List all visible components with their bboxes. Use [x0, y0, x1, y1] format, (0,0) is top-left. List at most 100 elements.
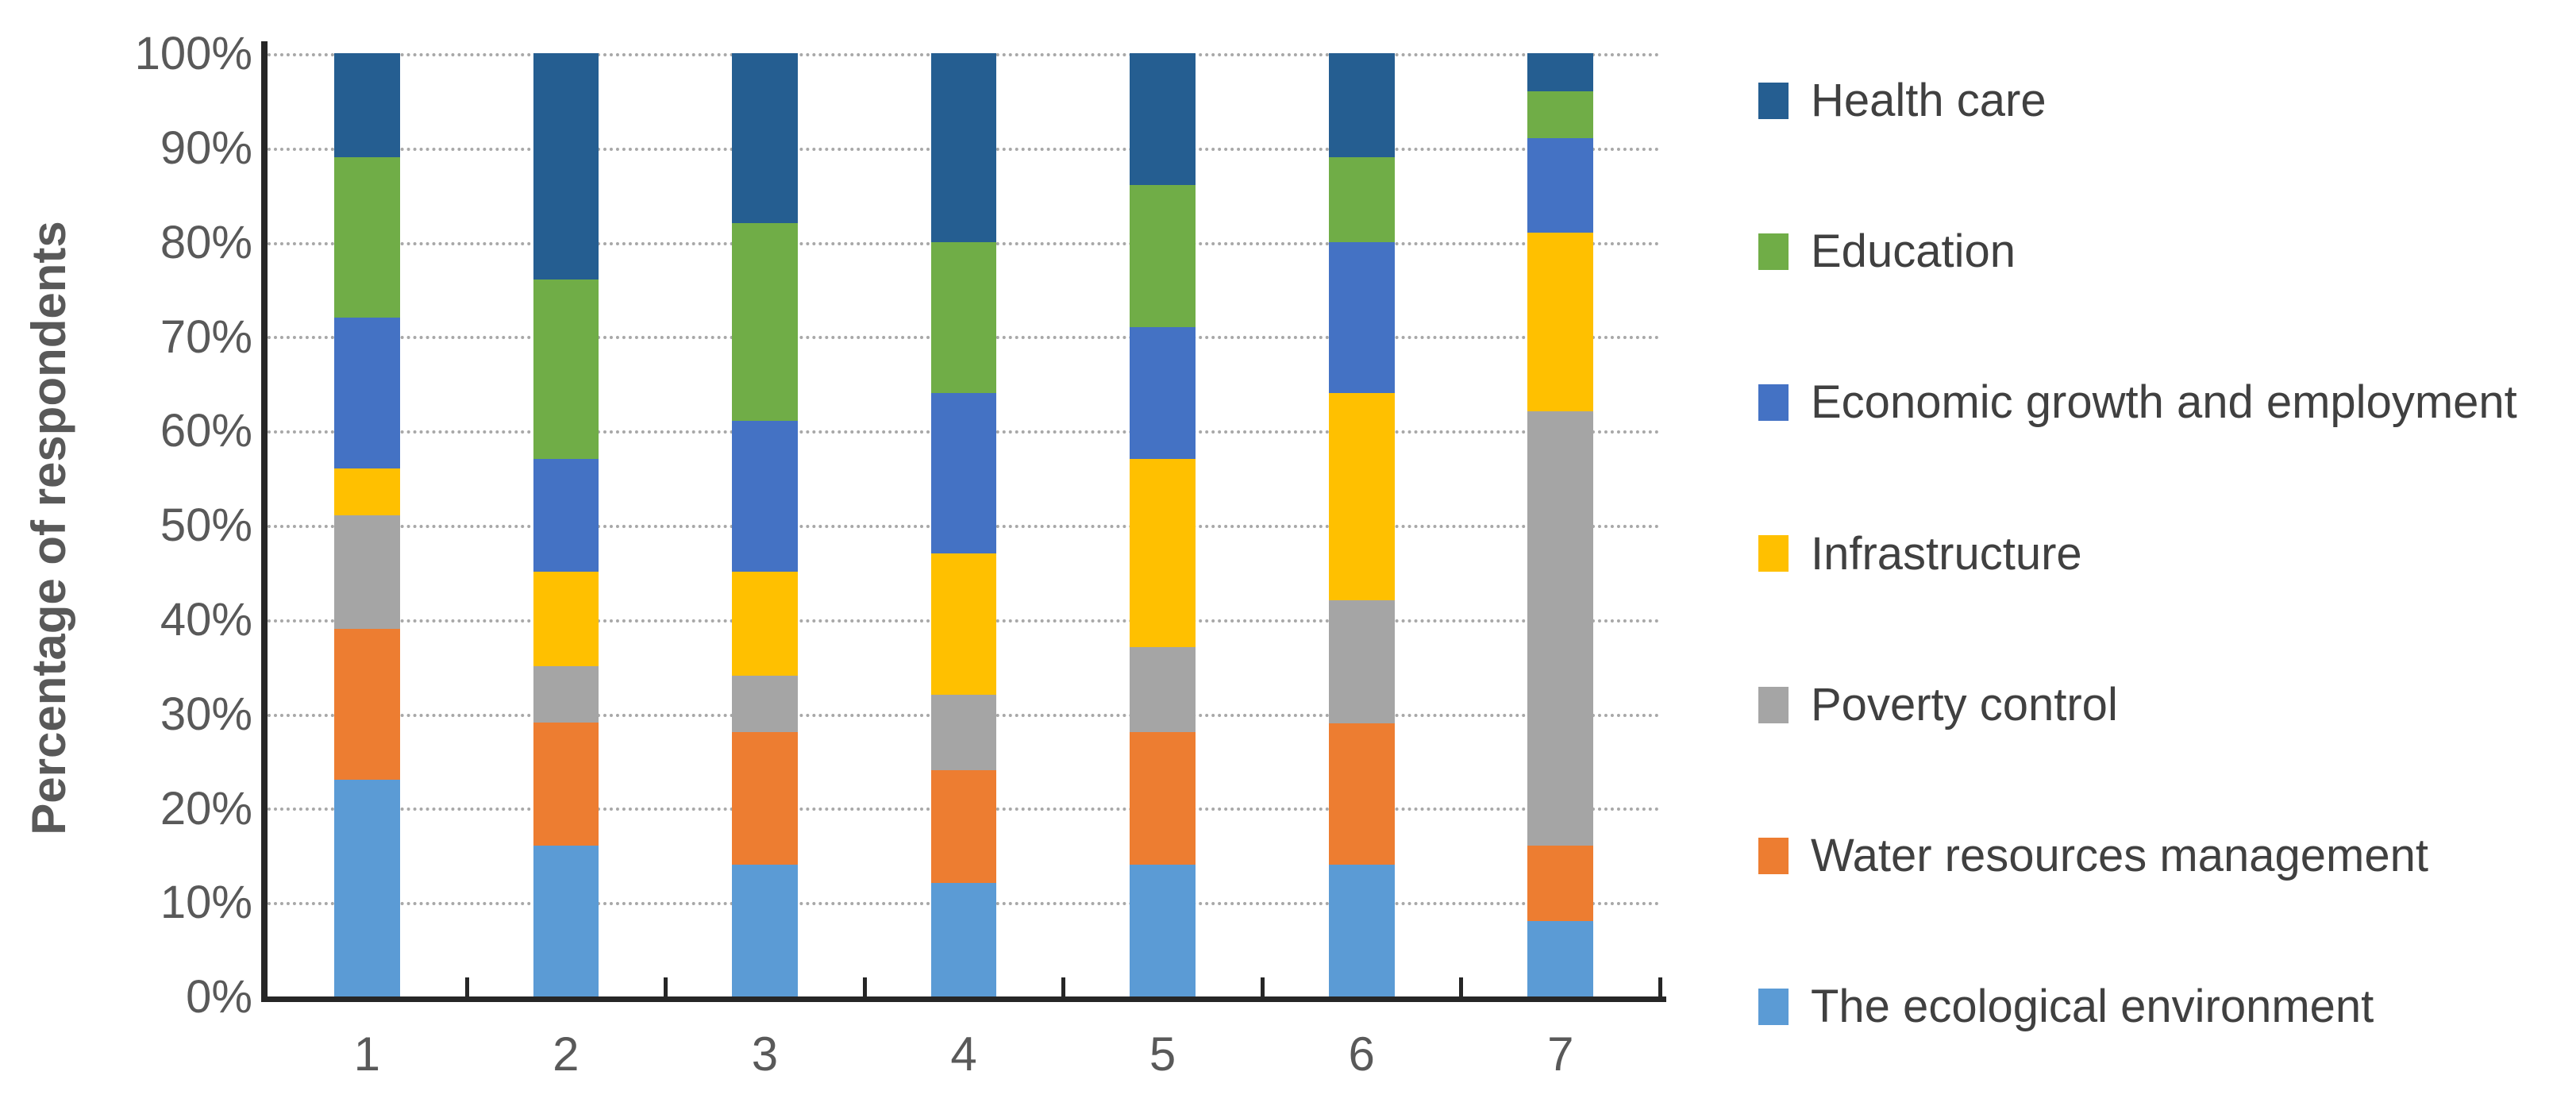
bar-3	[732, 53, 798, 996]
bar-3-segment-education	[732, 222, 798, 422]
y-tick-label-80: 80%	[160, 216, 252, 268]
legend-label: Economic growth and employment	[1811, 376, 2517, 429]
bar-1-segment-poverty-control	[333, 515, 400, 629]
bar-7-segment-poverty-control	[1527, 411, 1594, 846]
y-axis-line	[261, 41, 268, 1001]
legend-item-economic-growth-and-employment: Economic growth and employment	[1758, 377, 2564, 428]
bar-6-segment-poverty-control	[1328, 600, 1395, 723]
bar-slot-6	[1262, 53, 1461, 996]
bar-7-segment-education	[1527, 91, 1594, 138]
bar-4-segment-water-resources-management	[930, 769, 997, 884]
x-tick-4	[1061, 977, 1066, 996]
legend-label: Infrastructure	[1811, 527, 2082, 580]
bar-5-segment-water-resources-management	[1130, 732, 1196, 865]
bar-1-segment-economic-growth-and-employment	[333, 317, 400, 468]
x-tick-label-5: 5	[1149, 1027, 1176, 1081]
bar-4	[930, 53, 997, 996]
x-tick-3	[862, 977, 867, 996]
legend-item-health-care: Health care	[1758, 75, 2564, 126]
bar-6-segment-health-care	[1328, 53, 1395, 157]
legend-swatch-icon	[1758, 233, 1789, 271]
legend-swatch-icon	[1758, 837, 1789, 874]
bar-2-segment-water-resources-management	[533, 723, 599, 846]
bar-1-segment-health-care	[333, 53, 400, 157]
legend-item-the-ecological-environment: The ecological environment	[1758, 981, 2564, 1032]
bar-4-segment-poverty-control	[930, 694, 997, 770]
bar-7-segment-infrastructure	[1527, 232, 1594, 412]
bar-1	[333, 53, 400, 996]
y-tick-label-50: 50%	[160, 499, 252, 552]
bar-slot-2	[467, 53, 666, 996]
bar-6-segment-the-ecological-environment	[1328, 864, 1395, 996]
bar-2-segment-education	[533, 279, 599, 459]
bar-6-segment-infrastructure	[1328, 392, 1395, 601]
legend-swatch-icon	[1758, 686, 1789, 723]
x-tick-label-1: 1	[353, 1027, 380, 1081]
bar-4-segment-the-ecological-environment	[930, 883, 997, 996]
y-tick-label-0: 0%	[186, 971, 252, 1023]
bar-3-segment-economic-growth-and-employment	[732, 421, 798, 572]
bar-2	[533, 53, 599, 996]
legend-item-poverty-control: Poverty control	[1758, 678, 2564, 730]
y-tick-label-20: 20%	[160, 782, 252, 835]
legend-label: The ecological environment	[1811, 981, 2374, 1033]
bar-5-segment-education	[1130, 185, 1196, 327]
legend-swatch-icon	[1758, 82, 1789, 119]
legend-label: Water resources management	[1811, 829, 2428, 881]
x-tick-7	[1658, 977, 1662, 996]
bar-4-segment-economic-growth-and-employment	[930, 392, 997, 553]
bar-2-segment-economic-growth-and-employment	[533, 458, 599, 572]
y-tick-label-10: 10%	[160, 877, 252, 929]
bar-1-segment-infrastructure	[333, 468, 400, 516]
bars	[268, 53, 1660, 996]
legend-swatch-icon	[1758, 535, 1789, 572]
bar-1-segment-water-resources-management	[333, 628, 400, 780]
bar-slot-3	[665, 53, 864, 996]
bar-6	[1328, 53, 1395, 996]
bar-7	[1527, 53, 1594, 996]
x-tick-label-7: 7	[1547, 1027, 1574, 1081]
bar-5-segment-poverty-control	[1130, 647, 1196, 733]
x-tick-2	[664, 977, 668, 996]
bar-7-segment-water-resources-management	[1527, 845, 1594, 921]
legend-item-water-resources-management: Water resources management	[1758, 831, 2564, 881]
legend: Health care Education Economic growth and …	[1758, 75, 2564, 1032]
bar-slot-5	[1063, 53, 1262, 996]
bar-6-segment-education	[1328, 156, 1395, 242]
bar-3-segment-water-resources-management	[732, 732, 798, 865]
bar-6-segment-water-resources-management	[1328, 723, 1395, 865]
bar-4-segment-infrastructure	[930, 553, 997, 695]
bar-2-segment-infrastructure	[533, 572, 599, 667]
y-axis-tick-labels: 0% 10% 20% 30% 40% 50% 60% 70% 80% 90% 100%	[32, 31, 252, 1020]
legend-item-education: Education	[1758, 226, 2564, 277]
bar-2-segment-the-ecological-environment	[533, 845, 599, 996]
x-tick-label-3: 3	[751, 1027, 779, 1081]
x-tick-6	[1459, 977, 1464, 996]
bar-2-segment-health-care	[533, 53, 599, 280]
legend-label: Poverty control	[1811, 678, 2118, 730]
y-tick-label-60: 60%	[160, 405, 252, 457]
bar-5	[1130, 53, 1196, 996]
bar-slot-1	[268, 53, 467, 996]
legend-swatch-icon	[1758, 384, 1789, 422]
bar-1-segment-education	[333, 156, 400, 318]
bar-7-segment-health-care	[1527, 53, 1594, 91]
bar-7-segment-the-ecological-environment	[1527, 920, 1594, 996]
x-tick-label-2: 2	[553, 1027, 580, 1081]
y-tick-label-30: 30%	[160, 688, 252, 740]
bar-slot-4	[864, 53, 1064, 996]
legend-label: Education	[1811, 225, 2016, 278]
legend-swatch-icon	[1758, 989, 1789, 1026]
bar-2-segment-poverty-control	[533, 666, 599, 723]
bar-5-segment-the-ecological-environment	[1130, 864, 1196, 996]
y-tick-label-70: 70%	[160, 310, 252, 363]
plot-area	[268, 53, 1662, 996]
legend-label: Health care	[1811, 75, 2047, 126]
bar-3-segment-the-ecological-environment	[732, 864, 798, 996]
x-axis-line	[261, 996, 1666, 1002]
bar-6-segment-economic-growth-and-employment	[1328, 241, 1395, 393]
bar-4-segment-education	[930, 241, 997, 393]
x-tick-5	[1260, 977, 1265, 996]
